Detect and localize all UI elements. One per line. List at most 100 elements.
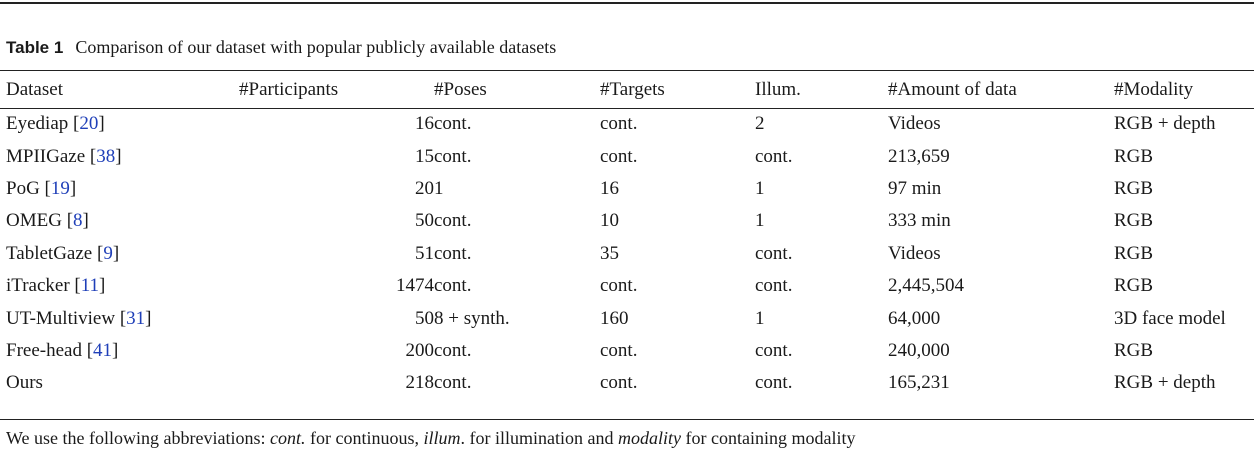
cell-modality: RGB bbox=[1114, 242, 1154, 264]
cell-targets: 10 bbox=[600, 210, 619, 232]
cell-targets: 35 bbox=[600, 242, 619, 264]
dataset-name: PoG bbox=[6, 177, 40, 199]
cell-modality: RGB bbox=[1114, 339, 1154, 361]
cell-targets: cont. bbox=[600, 145, 638, 167]
col-header-participants: #Participants bbox=[239, 78, 339, 100]
cell-dataset: Eyediap [20] bbox=[6, 113, 105, 135]
table-label: Table 1 bbox=[6, 38, 64, 57]
col-header-amount: #Amount of data bbox=[888, 78, 1017, 100]
cell-amount: 165,231 bbox=[888, 372, 950, 394]
cell-modality: RGB bbox=[1114, 145, 1154, 167]
dataset-name: Free-head bbox=[6, 339, 82, 361]
cell-targets: cont. bbox=[600, 372, 638, 394]
header-bottom-rule bbox=[0, 108, 1254, 109]
cell-illum: 1 bbox=[755, 177, 765, 199]
cell-participants: 1474 bbox=[396, 275, 434, 297]
cell-modality: RGB bbox=[1114, 210, 1154, 232]
cell-amount: Videos bbox=[888, 242, 941, 264]
header-top-rule bbox=[0, 70, 1254, 71]
top-rule bbox=[0, 2, 1254, 4]
cell-poses: cont. bbox=[434, 275, 472, 297]
footnote-def-cont: for continuous, bbox=[305, 428, 424, 448]
table-row: UT-Multiview [31] 50 8 + synth. 160 1 64,000 3… bbox=[0, 302, 1254, 334]
cell-illum: 2 bbox=[755, 113, 765, 135]
cell-participants: 15 bbox=[415, 145, 434, 167]
cell-amount: 64,000 bbox=[888, 307, 941, 329]
cell-participants: 218 bbox=[405, 372, 435, 394]
citation-link[interactable]: 31 bbox=[126, 307, 146, 329]
cell-poses: cont. bbox=[434, 372, 472, 394]
cell-amount: 333 min bbox=[888, 210, 951, 232]
cell-dataset: UT-Multiview [31] bbox=[6, 307, 152, 329]
comparison-table: Dataset #Participants #Poses #Targets Il… bbox=[0, 71, 1254, 400]
cell-modality: 3D face model bbox=[1114, 307, 1226, 329]
dataset-name: TabletGaze bbox=[6, 242, 93, 264]
cell-dataset: MPIIGaze [38] bbox=[6, 145, 122, 167]
table-caption: Table 1 Comparison of our dataset with po… bbox=[6, 36, 556, 59]
cell-amount: 240,000 bbox=[888, 339, 950, 361]
cell-dataset: Ours bbox=[0, 367, 239, 399]
table-row: Eyediap [20] 16 cont. cont. 2 Videos RGB + dep… bbox=[0, 108, 1254, 140]
dataset-name: OMEG bbox=[6, 210, 62, 232]
citation-link[interactable]: 41 bbox=[93, 339, 113, 361]
cell-illum: cont. bbox=[755, 339, 793, 361]
citation-link[interactable]: 19 bbox=[50, 177, 70, 199]
cell-modality: RGB bbox=[1114, 275, 1154, 297]
cell-dataset: OMEG [8] bbox=[6, 210, 89, 232]
citation-link[interactable]: 20 bbox=[79, 113, 99, 135]
cell-dataset: Free-head [41] bbox=[6, 339, 119, 361]
dataset-name: MPIIGaze bbox=[6, 145, 86, 167]
dataset-name: Ours bbox=[6, 372, 43, 394]
cell-targets: 16 bbox=[600, 177, 619, 199]
table-bottom-rule bbox=[0, 419, 1254, 420]
col-header-illum: Illum. bbox=[755, 78, 801, 100]
table-row: MPIIGaze [38] 15 cont. cont. cont. 213,659 RGB bbox=[0, 140, 1254, 172]
cell-illum: cont. bbox=[755, 372, 793, 394]
cell-illum: cont. bbox=[755, 145, 793, 167]
cell-participants: 200 bbox=[405, 339, 435, 361]
cell-participants: 51 bbox=[415, 242, 434, 264]
citation-link[interactable]: 38 bbox=[96, 145, 116, 167]
table-footnote: We use the following abbreviations: cont… bbox=[6, 427, 855, 449]
dataset-name: iTracker bbox=[6, 275, 70, 297]
cell-participants: 20 bbox=[415, 177, 434, 199]
cell-poses: cont. bbox=[434, 113, 472, 135]
cell-dataset: TabletGaze [9] bbox=[6, 242, 120, 264]
footnote-term-cont: cont. bbox=[270, 428, 306, 448]
table-row: PoG [19] 20 1 16 1 97 min RGB bbox=[0, 173, 1254, 205]
cell-illum: cont. bbox=[755, 242, 793, 264]
cell-poses: cont. bbox=[434, 242, 472, 264]
cell-illum: cont. bbox=[755, 275, 793, 297]
cell-modality: RGB + depth bbox=[1114, 113, 1216, 135]
cell-dataset: PoG [19] bbox=[6, 177, 77, 199]
cell-amount: 2,445,504 bbox=[888, 275, 964, 297]
citation-link[interactable]: 9 bbox=[103, 242, 113, 264]
cell-poses: cont. bbox=[434, 339, 472, 361]
citation-link[interactable]: 8 bbox=[73, 210, 83, 232]
col-header-modality: #Modality bbox=[1114, 78, 1194, 100]
cell-poses: cont. bbox=[434, 145, 472, 167]
citation-link[interactable]: 11 bbox=[80, 275, 100, 297]
dataset-name: Eyediap bbox=[6, 113, 69, 135]
footnote-def-illum: . for illumination and bbox=[460, 428, 618, 448]
col-header-poses: #Poses bbox=[434, 78, 487, 100]
cell-modality: RGB bbox=[1114, 177, 1154, 199]
cell-dataset: iTracker [11] bbox=[6, 275, 106, 297]
cell-targets: 160 bbox=[600, 307, 629, 329]
cell-poses: 8 + synth. bbox=[434, 307, 510, 329]
table-row: OMEG [8] 50 cont. 10 1 333 min RGB bbox=[0, 205, 1254, 237]
footnote-def-modality: for containing modality bbox=[680, 428, 856, 448]
table-row: Ours 218 cont. cont. cont. 165,231 RGB + depth bbox=[0, 367, 1254, 399]
footnote-intro: We use the following abbreviations: bbox=[6, 428, 270, 448]
header-row: Dataset #Participants #Poses #Targets Il… bbox=[0, 71, 1254, 108]
cell-targets: cont. bbox=[600, 339, 638, 361]
table-caption-text: Comparison of our dataset with popular p… bbox=[75, 37, 557, 57]
footnote-term-illum: illum bbox=[423, 428, 461, 448]
cell-modality: RGB + depth bbox=[1114, 372, 1216, 394]
cell-participants: 16 bbox=[415, 113, 434, 135]
cell-amount: Videos bbox=[888, 113, 941, 135]
cell-poses: cont. bbox=[434, 210, 472, 232]
cell-participants: 50 bbox=[415, 307, 434, 329]
cell-targets: cont. bbox=[600, 113, 638, 135]
table-row: iTracker [11] 1474 cont. cont. cont. 2,445,50… bbox=[0, 270, 1254, 302]
